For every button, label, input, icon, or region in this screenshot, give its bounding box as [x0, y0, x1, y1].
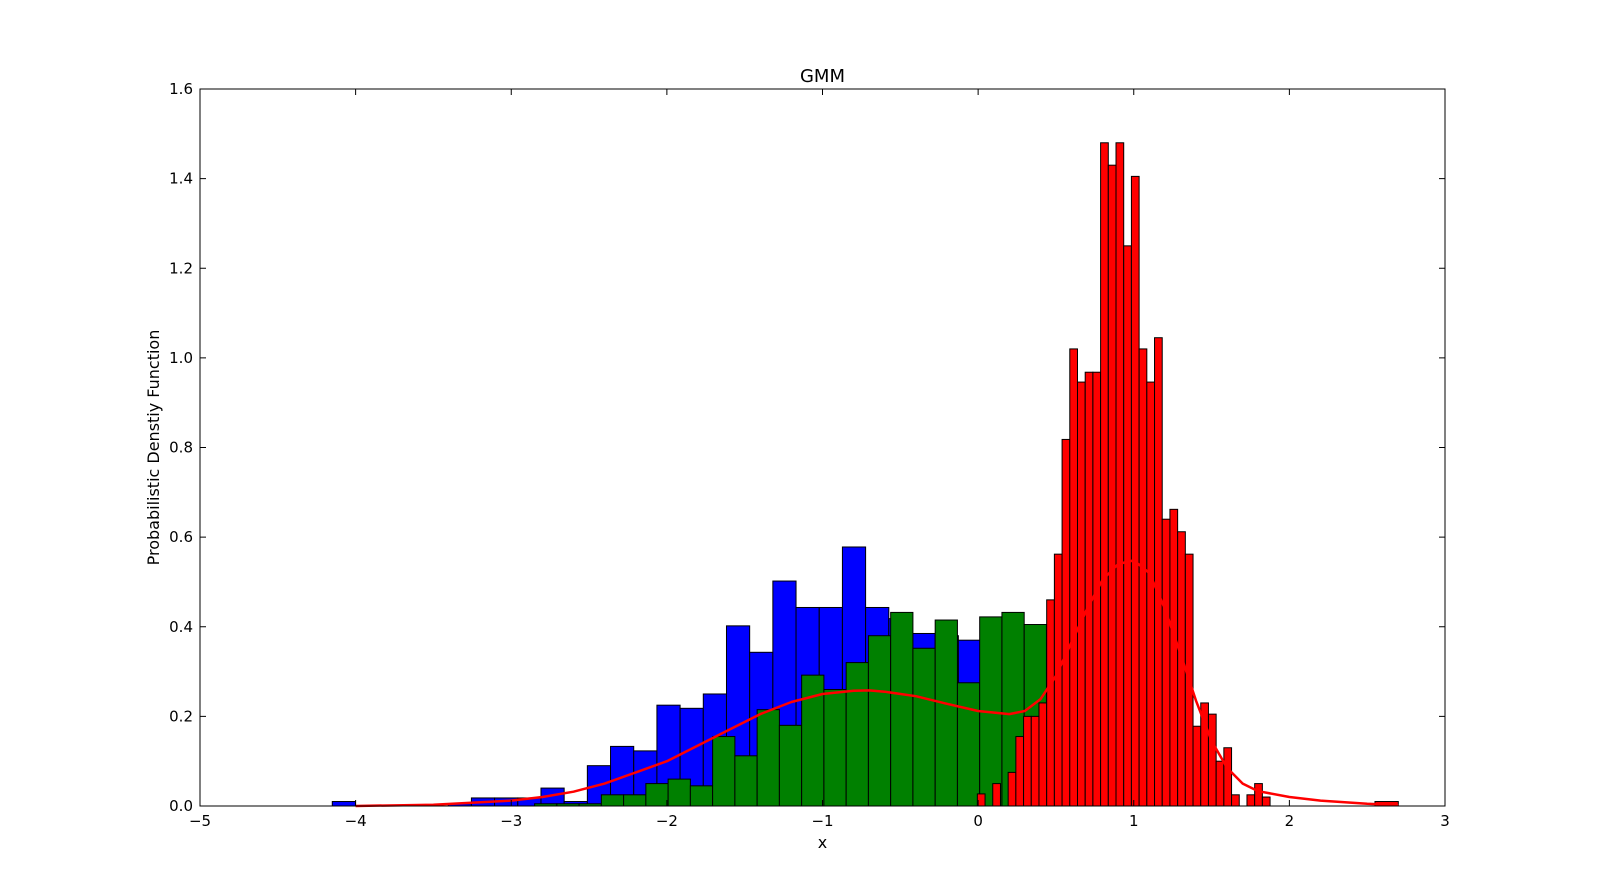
- histogram-bar: [1138, 348, 1148, 807]
- y-tick-label: 1.4: [169, 170, 193, 188]
- chart-title: GMM: [800, 66, 845, 87]
- histogram-bar: [1207, 713, 1217, 807]
- y-tick-label: 0.2: [169, 707, 193, 725]
- histogram-series-2: [976, 142, 1399, 807]
- pdf-curve-layer: [355, 559, 1399, 808]
- histogram-bar: [1084, 371, 1094, 807]
- histogram-bar: [1100, 142, 1109, 807]
- histogram-bar: [734, 755, 758, 807]
- x-tick-label: 0: [973, 812, 983, 830]
- histogram-bar: [1107, 164, 1117, 807]
- histogram-bar: [1154, 337, 1163, 807]
- x-tick-label: −1: [811, 812, 833, 830]
- histogram-bar: [1038, 702, 1048, 807]
- histogram-bar: [1246, 794, 1256, 807]
- histogram-bars: [331, 142, 1399, 807]
- histogram-bar: [1053, 553, 1063, 807]
- histogram-bar: [712, 736, 736, 807]
- x-tick-label: 3: [1440, 812, 1450, 830]
- histogram-bar: [845, 662, 869, 807]
- y-tick-label: 0.0: [169, 797, 193, 815]
- x-tick-label: 2: [1285, 812, 1295, 830]
- histogram-bar: [1161, 518, 1171, 807]
- histogram-bar: [1130, 175, 1140, 807]
- y-tick-label: 1.0: [169, 349, 193, 367]
- y-axis-label: Probabilistic Denstiy Function: [144, 330, 163, 566]
- histogram-bar: [1169, 508, 1179, 807]
- histogram-bar: [667, 778, 691, 807]
- histogram-bar: [645, 783, 669, 807]
- histogram-bar: [823, 688, 847, 807]
- y-tick-label: 1.6: [169, 80, 193, 98]
- histogram-bar: [1007, 771, 1017, 807]
- y-tick-label: 0.8: [169, 439, 193, 457]
- y-tick-label: 0.4: [169, 618, 193, 636]
- histogram-bar: [1023, 715, 1032, 807]
- histogram-bar: [1192, 725, 1202, 807]
- x-tick-label: −2: [656, 812, 678, 830]
- histogram-bar: [331, 801, 356, 807]
- histogram-bar: [1261, 796, 1271, 807]
- histogram-bar: [778, 724, 803, 807]
- histogram-bar: [1231, 794, 1240, 807]
- x-tick-label: −5: [189, 812, 211, 830]
- histogram-bar: [934, 619, 958, 807]
- histogram-bar: [1123, 245, 1132, 807]
- x-axis-label: x: [818, 833, 827, 852]
- histogram-bar: [756, 709, 780, 807]
- histogram-bar: [956, 682, 981, 807]
- histogram-bar: [912, 647, 936, 807]
- y-tick-label: 0.6: [169, 528, 193, 546]
- histogram-bar: [890, 611, 914, 807]
- histogram-bar: [1076, 381, 1086, 807]
- histogram-bar: [1061, 438, 1071, 807]
- histogram-bar: [1015, 736, 1025, 807]
- histogram-bar: [867, 635, 892, 807]
- x-tick-label: −4: [345, 812, 367, 830]
- histogram-bar: [1215, 760, 1225, 807]
- histogram-bar: [1069, 348, 1078, 807]
- axis-ticks: −5 −4 −3 −2 −1 0 1 2 3 0.0 0.2 0.4 0.6 0.8 1.0 1.2 1.4 1.…: [169, 80, 1450, 830]
- x-tick-label: −3: [500, 812, 522, 830]
- histogram-bar: [600, 794, 625, 807]
- histogram-bar: [1115, 142, 1125, 807]
- histogram-bar: [992, 783, 1001, 807]
- x-tick-label: 1: [1129, 812, 1139, 830]
- histogram-bar: [1223, 747, 1233, 807]
- histogram-bar: [1254, 783, 1263, 807]
- histogram-bar: [1046, 599, 1055, 807]
- histogram-bar: [689, 785, 714, 807]
- y-tick-label: 1.2: [169, 259, 193, 277]
- histogram-bar: [1030, 715, 1040, 807]
- histogram-bar: [623, 794, 647, 807]
- histogram-bar: [1146, 381, 1156, 807]
- pdf-curve-line: [355, 559, 1399, 808]
